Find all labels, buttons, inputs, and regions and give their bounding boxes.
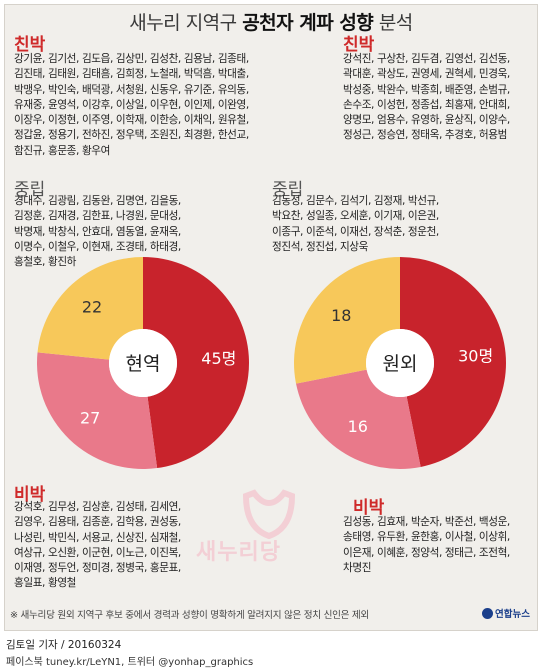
name-line: 손수조, 이성헌, 정종섭, 최홍재, 안대희, [343,98,510,111]
name-line: 나성린, 박민식, 서용교, 신상진, 심재철, [14,531,181,544]
donut-chart-incumbent: 45명 27 22 현역 [36,257,250,469]
name-line: 경대수, 김광림, 김동완, 김명연, 김을동, [14,195,181,207]
name-line: 이종구, 이준석, 이재선, 장석춘, 정운천, [272,225,439,238]
logo-text: 연합뉴스 [495,609,530,620]
credit-author-date: 김토일 기자 / 20160324 [6,639,122,651]
name-line: 김진태, 김태원, 김태흠, 김희정, 노철래, 박덕흠, 박대출, [14,68,249,81]
name-line: 양명모, 엄용수, 유영하, 윤상직, 이양수, [343,114,510,127]
name-line: 박맹우, 박인숙, 배덕광, 서청원, 신동우, 유기준, 유의동, [14,83,249,96]
title-suffix: 분석 [373,12,413,34]
donut-slice-비박 [296,369,421,469]
donut-value-label: 16 [348,417,368,436]
name-line: 정진석, 정진섭, 지상욱 [272,240,368,253]
donut-value-label: 45명 [201,349,236,368]
name-line: 김동성, 김문수, 김석기, 김정재, 박선규, [272,195,439,207]
right-bi-heading: 비박 [353,498,385,518]
name-line: 차명진 [343,561,372,574]
donut-center-label: 원외 [383,353,418,375]
name-line: 박요찬, 성일종, 오세훈, 이기재, 이은권, [272,210,439,223]
left-jung-names: 경대수, 김광림, 김동완, 김명연, 김을동, 김정훈, 김재경, 김한표, 나… [14,194,181,270]
party-watermark: 새누리당 [196,540,281,565]
name-line: 강석호, 김무성, 김상훈, 김성태, 김세연, [14,501,181,513]
name-line: 김정훈, 김재경, 김한표, 나경원, 문대성, [14,210,181,223]
party-logo-icon [242,489,296,540]
credit-social: 페이스북 tuney.kr/LeYN1, 트위터 @yonhap_graphic… [6,657,254,668]
name-line: 정갑윤, 정용기, 전하진, 정우택, 조원진, 최경환, 한선교, [14,129,249,142]
yonhap-logo-icon [482,608,493,619]
name-line: 이명수, 이철우, 이현재, 조경태, 하태경, [14,240,181,253]
name-line: 박명재, 박창식, 안효대, 염동열, 윤재옥, [14,225,181,238]
donut-slice-중립 [294,257,400,384]
donut-value-label: 27 [80,409,100,428]
name-line: 강기윤, 김기선, 김도읍, 김상민, 김성찬, 김용남, 김종태, [14,53,249,65]
name-line: 김영우, 김용태, 김종훈, 김학용, 권성동, [14,516,181,529]
donut-slice-중립 [37,257,144,360]
name-line: 송태영, 유두환, 윤한홍, 이사철, 이상휘, [343,531,510,544]
name-line: 김성동, 김효재, 박순자, 박준선, 백성운, [343,516,510,528]
name-line: 홍일표, 황영철 [14,577,77,590]
name-line: 유재중, 윤영석, 이강후, 이상일, 이우현, 이인제, 이완영, [14,98,249,111]
name-line: 여상규, 오신환, 이군현, 이노근, 이진복, [14,546,181,559]
donut-slice-비박 [36,352,158,469]
name-line: 강석진, 구상찬, 김두겸, 김영선, 김선동, [343,53,510,65]
name-line: 이재영, 정두언, 정미경, 정병국, 홍문표, [14,562,181,575]
title-prefix: 새누리 지역구 [129,12,243,34]
name-line: 정성근, 정승연, 정태옥, 추경호, 허용범 [343,129,507,142]
right-chin-heading: 친박 [343,35,375,55]
right-jung-names: 김동성, 김문수, 김석기, 김정재, 박선규, 박요찬, 성일종, 오세훈, 이… [272,194,439,255]
donut-center [109,329,177,397]
page-title: 새누리 지역구 공천자 계파 성향 분석 [0,8,542,35]
left-chin-heading: 친박 [14,35,46,55]
name-line: 이장우, 이정현, 이주영, 이학재, 이한승, 이채익, 원유철, [14,114,249,127]
title-bold: 공천자 계파 성향 [242,12,374,34]
name-line: 홍철호, 황진하 [14,256,77,269]
right-chin-names: 강석진, 구상찬, 김두겸, 김영선, 김선동, 곽대훈, 곽상도, 권영세, 권… [343,52,510,144]
name-line: 박성중, 박완수, 박종희, 배준영, 손범규, [343,83,510,96]
right-jung-heading: 중립 [272,180,304,200]
donut-chart-outside: 30명 16 18 원외 [294,257,507,469]
name-line: 함진규, 홍문종, 황우여 [14,144,110,157]
donut-center [366,329,434,397]
left-bi-names: 강석호, 김무성, 김상훈, 김성태, 김세연, 김영우, 김용태, 김종훈, 김… [14,500,181,592]
name-line: 이은재, 이혜훈, 정양석, 정태근, 조전혁, [343,546,510,559]
yonhap-logo: 연합뉴스 [482,606,530,620]
right-bi-names: 김성동, 김효재, 박순자, 박준선, 백성운, 송태영, 유두환, 윤한홍, 이… [343,515,510,576]
donut-center-label: 현역 [126,353,161,375]
donut-value-label: 30명 [458,347,493,366]
donut-value-label: 18 [331,306,351,325]
donut-value-label: 22 [82,298,102,317]
donut-slice-친박 [143,257,250,469]
name-line: 곽대훈, 곽상도, 권영세, 권혁세, 민경욱, [343,68,510,81]
left-chin-names: 강기윤, 김기선, 김도읍, 김상민, 김성찬, 김용남, 김종태, 김진태, 김… [14,52,249,159]
donut-slice-친박 [400,257,507,467]
left-jung-heading: 중립 [14,180,46,200]
left-bi-heading: 비박 [14,485,46,505]
footnote: ※ 새누리당 원외 지역구 후보 중에서 경력과 성향이 명확하게 알려지지 않… [10,610,369,621]
